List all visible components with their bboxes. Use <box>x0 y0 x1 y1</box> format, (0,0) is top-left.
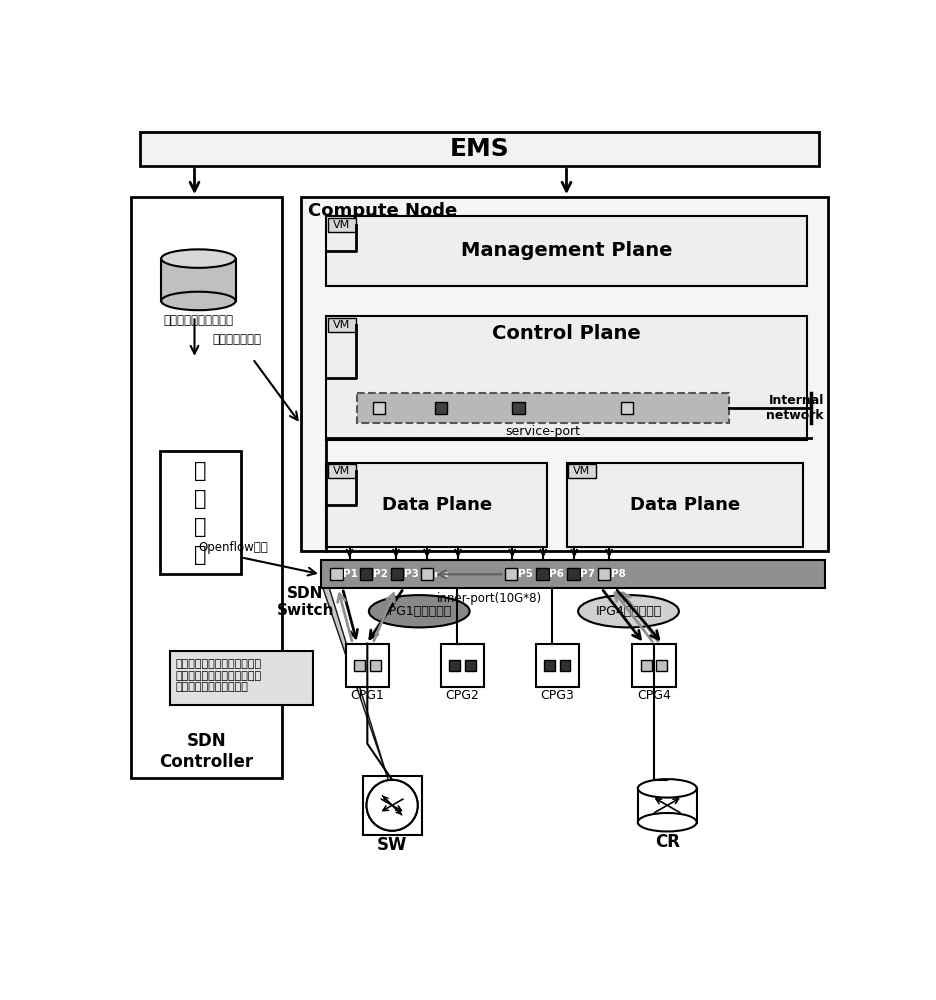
Text: Data Plane: Data Plane <box>382 496 491 514</box>
Text: VM: VM <box>574 466 591 476</box>
Bar <box>140 132 819 166</box>
Bar <box>568 464 596 478</box>
Text: Internal
network: Internal network <box>767 394 824 422</box>
Bar <box>434 402 447 414</box>
Text: CPG4: CPG4 <box>637 689 671 702</box>
Circle shape <box>367 780 417 831</box>
Text: Control Plane: Control Plane <box>492 324 641 343</box>
Bar <box>327 316 807 440</box>
Bar <box>328 318 356 332</box>
Bar <box>560 660 570 671</box>
Bar <box>637 788 696 823</box>
Text: SDN
Controller: SDN Controller <box>159 732 253 771</box>
Bar <box>327 463 548 547</box>
Bar <box>544 660 555 671</box>
Bar <box>345 644 389 687</box>
Bar <box>354 660 365 671</box>
Bar <box>465 660 475 671</box>
Bar <box>300 197 827 551</box>
Text: Openflow流表: Openflow流表 <box>198 541 268 554</box>
Text: 通过预配置的流表抓取所有协
议报文，并在固定接口上送，
以便虚拟设备做保序处理: 通过预配置的流表抓取所有协 议报文，并在固定接口上送， 以便虚拟设备做保序处理 <box>176 659 262 692</box>
Text: P1: P1 <box>344 569 358 579</box>
Bar <box>330 568 343 580</box>
Bar <box>328 464 356 478</box>
Text: VM: VM <box>333 320 350 330</box>
Text: P8: P8 <box>610 569 625 579</box>
Text: CPG2: CPG2 <box>446 689 479 702</box>
Bar <box>421 568 433 580</box>
Text: IPG1内逐流调度: IPG1内逐流调度 <box>387 605 452 618</box>
Text: P4: P4 <box>434 569 449 579</box>
Ellipse shape <box>637 779 696 798</box>
Bar <box>633 644 676 687</box>
Bar <box>321 560 825 588</box>
Bar <box>327 216 807 286</box>
Ellipse shape <box>161 292 236 310</box>
Polygon shape <box>321 560 388 780</box>
Text: 流
表
处
理: 流 表 处 理 <box>194 461 207 565</box>
Bar <box>441 644 484 687</box>
Bar <box>169 651 313 705</box>
Bar <box>358 393 729 423</box>
Text: SDN
Switch: SDN Switch <box>276 586 334 618</box>
Text: CR: CR <box>655 833 680 851</box>
Bar <box>597 568 610 580</box>
Bar <box>641 660 651 671</box>
Text: EMS: EMS <box>450 137 509 161</box>
Bar <box>505 568 517 580</box>
Ellipse shape <box>637 813 696 831</box>
Bar <box>328 218 356 232</box>
Bar <box>362 776 421 835</box>
Ellipse shape <box>578 595 679 627</box>
Bar <box>512 402 525 414</box>
Text: P2: P2 <box>373 569 388 579</box>
Text: 下沉业务转发表: 下沉业务转发表 <box>212 333 262 346</box>
Text: inner-port(10G*8): inner-port(10G*8) <box>436 592 542 605</box>
Text: SW: SW <box>377 836 407 854</box>
Text: P3: P3 <box>403 569 418 579</box>
Bar <box>566 463 803 547</box>
Bar <box>359 568 372 580</box>
Ellipse shape <box>161 249 236 268</box>
Text: VM: VM <box>333 466 350 476</box>
Text: P5: P5 <box>518 569 533 579</box>
Text: IPG4内逐流调度: IPG4内逐流调度 <box>595 605 662 618</box>
Bar <box>373 402 385 414</box>
Text: service-port: service-port <box>505 425 580 438</box>
Bar <box>621 402 633 414</box>
Text: CPG1: CPG1 <box>350 689 385 702</box>
Bar <box>449 660 461 671</box>
Bar <box>535 644 578 687</box>
Text: Compute Node: Compute Node <box>309 202 458 220</box>
Circle shape <box>367 780 417 831</box>
Bar <box>390 568 403 580</box>
Bar <box>370 660 381 671</box>
Bar <box>161 259 236 301</box>
Bar <box>131 197 282 778</box>
Text: 预配置协议流表数据库: 预配置协议流表数据库 <box>164 314 233 327</box>
Ellipse shape <box>369 595 470 627</box>
Text: P6: P6 <box>549 569 564 579</box>
Text: Management Plane: Management Plane <box>461 241 672 260</box>
Text: Data Plane: Data Plane <box>630 496 739 514</box>
Text: P7: P7 <box>580 569 595 579</box>
Bar <box>567 568 579 580</box>
Bar <box>536 568 548 580</box>
Text: CPG3: CPG3 <box>540 689 574 702</box>
Bar <box>160 451 241 574</box>
Text: VM: VM <box>333 220 350 230</box>
Bar <box>656 660 667 671</box>
